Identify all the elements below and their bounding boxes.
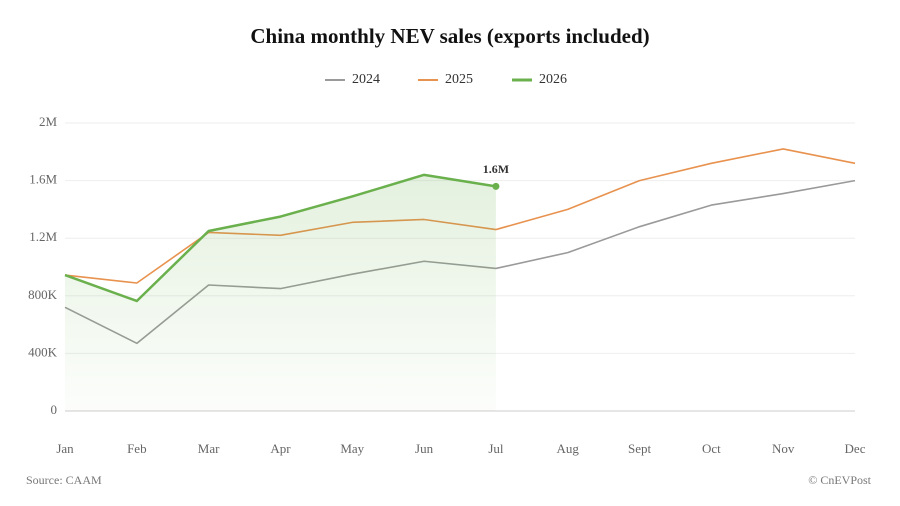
x-tick-label: Jun xyxy=(415,441,434,456)
legend-label: 2026 xyxy=(539,72,567,87)
y-tick-label: 1.6M xyxy=(29,172,57,187)
x-tick-label: Jan xyxy=(56,441,74,456)
x-tick-label: May xyxy=(340,441,364,456)
y-tick-label: 2M xyxy=(39,114,58,129)
x-tick-label: Apr xyxy=(270,441,291,456)
x-tick-label: Oct xyxy=(702,441,721,456)
x-tick-label: Feb xyxy=(127,441,147,456)
x-tick-label: Mar xyxy=(198,441,220,456)
x-tick-label: Jul xyxy=(488,441,504,456)
x-tick-label: Sept xyxy=(628,441,652,456)
x-tick-label: Nov xyxy=(772,441,795,456)
x-tick-label: Dec xyxy=(845,441,866,456)
x-tick-label: Aug xyxy=(557,441,580,456)
point xyxy=(492,182,500,190)
source: Source: CAAM xyxy=(26,473,102,487)
series-line xyxy=(64,173,497,303)
legend-label: 2025 xyxy=(445,72,473,87)
chart-title: China monthly NEV sales (exports include… xyxy=(250,24,649,48)
y-tick-label: 1.2M xyxy=(29,229,57,244)
y-tick-label: 400K xyxy=(28,344,58,359)
credit: © CnEVPost xyxy=(808,473,871,487)
y-tick-label: 0 xyxy=(51,402,58,417)
legend-label: 2024 xyxy=(352,72,380,87)
y-tick-label: 800K xyxy=(28,287,58,302)
area-fill xyxy=(65,174,496,411)
data-label: 1.6M xyxy=(483,162,509,176)
